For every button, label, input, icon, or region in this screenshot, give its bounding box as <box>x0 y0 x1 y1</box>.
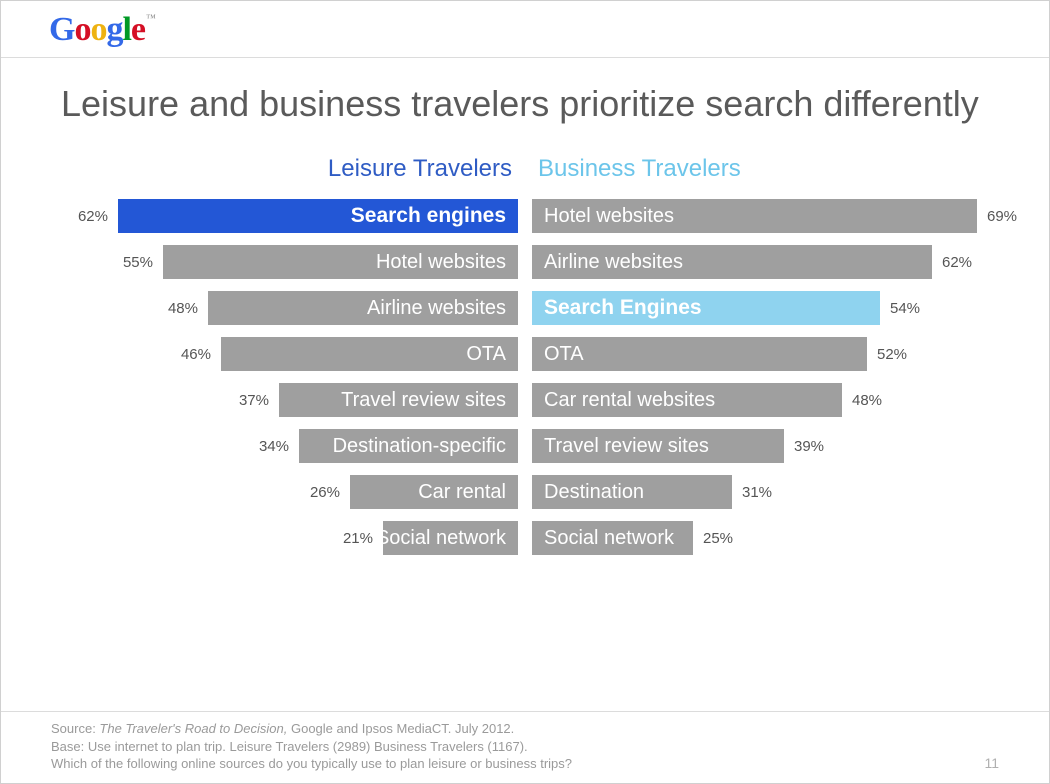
right-bar: Travel review sites <box>532 429 784 463</box>
right-bar-row: Social network 25% <box>532 515 992 561</box>
right-bar-value: 25% <box>703 530 733 547</box>
right-bar-row: Hotel websites69% <box>532 193 992 239</box>
left-bar-row: 48% Airline websites <box>58 285 518 331</box>
left-column-header: Leisure Travelers <box>58 155 518 183</box>
left-bar: Travel review sites <box>279 383 518 417</box>
left-bar: Hotel websites <box>163 245 518 279</box>
slide-footer: Source: The Traveler's Road to Decision,… <box>1 711 1049 783</box>
right-bar-value: 52% <box>877 346 907 363</box>
left-bar-value: 26% <box>310 484 340 501</box>
google-logo: Google™ <box>49 11 154 48</box>
footnote-source: Source: The Traveler's Road to Decision,… <box>51 720 964 738</box>
diverging-bar-chart: Leisure Travelers 62% Search engines 55% Ho… <box>1 125 1049 561</box>
right-bar: Car rental websites <box>532 383 842 417</box>
right-bar-value: 39% <box>794 438 824 455</box>
page-number: 11 <box>964 754 999 773</box>
right-bar-row: Travel review sites 39% <box>532 423 992 469</box>
right-bar-value: 48% <box>852 392 882 409</box>
left-bar-value: 55% <box>123 254 153 271</box>
left-bar-row: 46% OTA <box>58 331 518 377</box>
left-bar-row: 21% Social network <box>58 515 518 561</box>
right-bar-value: 62% <box>942 254 972 271</box>
right-column: Business Travelers Hotel websites69%Airl… <box>532 155 992 561</box>
right-bar-value: 54% <box>890 300 920 317</box>
footnote-source-title: The Traveler's Road to Decision, <box>99 721 287 736</box>
footnotes: Source: The Traveler's Road to Decision,… <box>51 720 964 773</box>
left-bar-row: 34% Destination-specific <box>58 423 518 469</box>
right-bar-value: 31% <box>742 484 772 501</box>
footnote-base: Base: Use internet to plan trip. Leisure… <box>51 738 964 756</box>
left-bar: Car rental <box>350 475 518 509</box>
left-bar-value: 46% <box>181 346 211 363</box>
left-bar: Social network <box>383 521 518 555</box>
left-bar-value: 62% <box>78 208 108 225</box>
left-bar-value: 21% <box>343 530 373 547</box>
left-bar: Destination-specific <box>299 429 518 463</box>
right-column-header: Business Travelers <box>532 155 992 183</box>
left-bar-row: 37% Travel review sites <box>58 377 518 423</box>
right-bar: Hotel websites <box>532 199 977 233</box>
right-bar: Destination <box>532 475 732 509</box>
left-bar-value: 34% <box>259 438 289 455</box>
left-bar: Search engines <box>118 199 518 233</box>
right-bar: OTA <box>532 337 867 371</box>
slide-header: Google™ <box>1 1 1049 58</box>
left-bar-row: 55% Hotel websites <box>58 239 518 285</box>
slide: Google™ Leisure and business travelers p… <box>0 0 1050 784</box>
left-bar: OTA <box>221 337 518 371</box>
right-bar: Social network <box>532 521 693 555</box>
left-bar-value: 48% <box>168 300 198 317</box>
left-column: Leisure Travelers 62% Search engines 55% Ho… <box>58 155 518 561</box>
right-bar-row: Destination 31% <box>532 469 992 515</box>
right-bar: Airline websites <box>532 245 932 279</box>
slide-title: Leisure and business travelers prioritiz… <box>1 58 1049 125</box>
left-bar-row: 26% Car rental <box>58 469 518 515</box>
right-bar-row: Search Engines 54% <box>532 285 992 331</box>
left-bar-row: 62% Search engines <box>58 193 518 239</box>
footnote-source-prefix: Source: <box>51 721 99 736</box>
right-bar-row: Car rental websites 48% <box>532 377 992 423</box>
left-bar-value: 37% <box>239 392 269 409</box>
right-bar-value: 69% <box>987 208 1017 225</box>
right-bar: Search Engines <box>532 291 880 325</box>
footnote-question: Which of the following online sources do… <box>51 755 964 773</box>
footnote-source-rest: Google and Ipsos MediaCT. July 2012. <box>287 721 514 736</box>
left-bar: Airline websites <box>208 291 518 325</box>
right-bar-row: OTA 52% <box>532 331 992 377</box>
right-bar-row: Airline websites 62% <box>532 239 992 285</box>
